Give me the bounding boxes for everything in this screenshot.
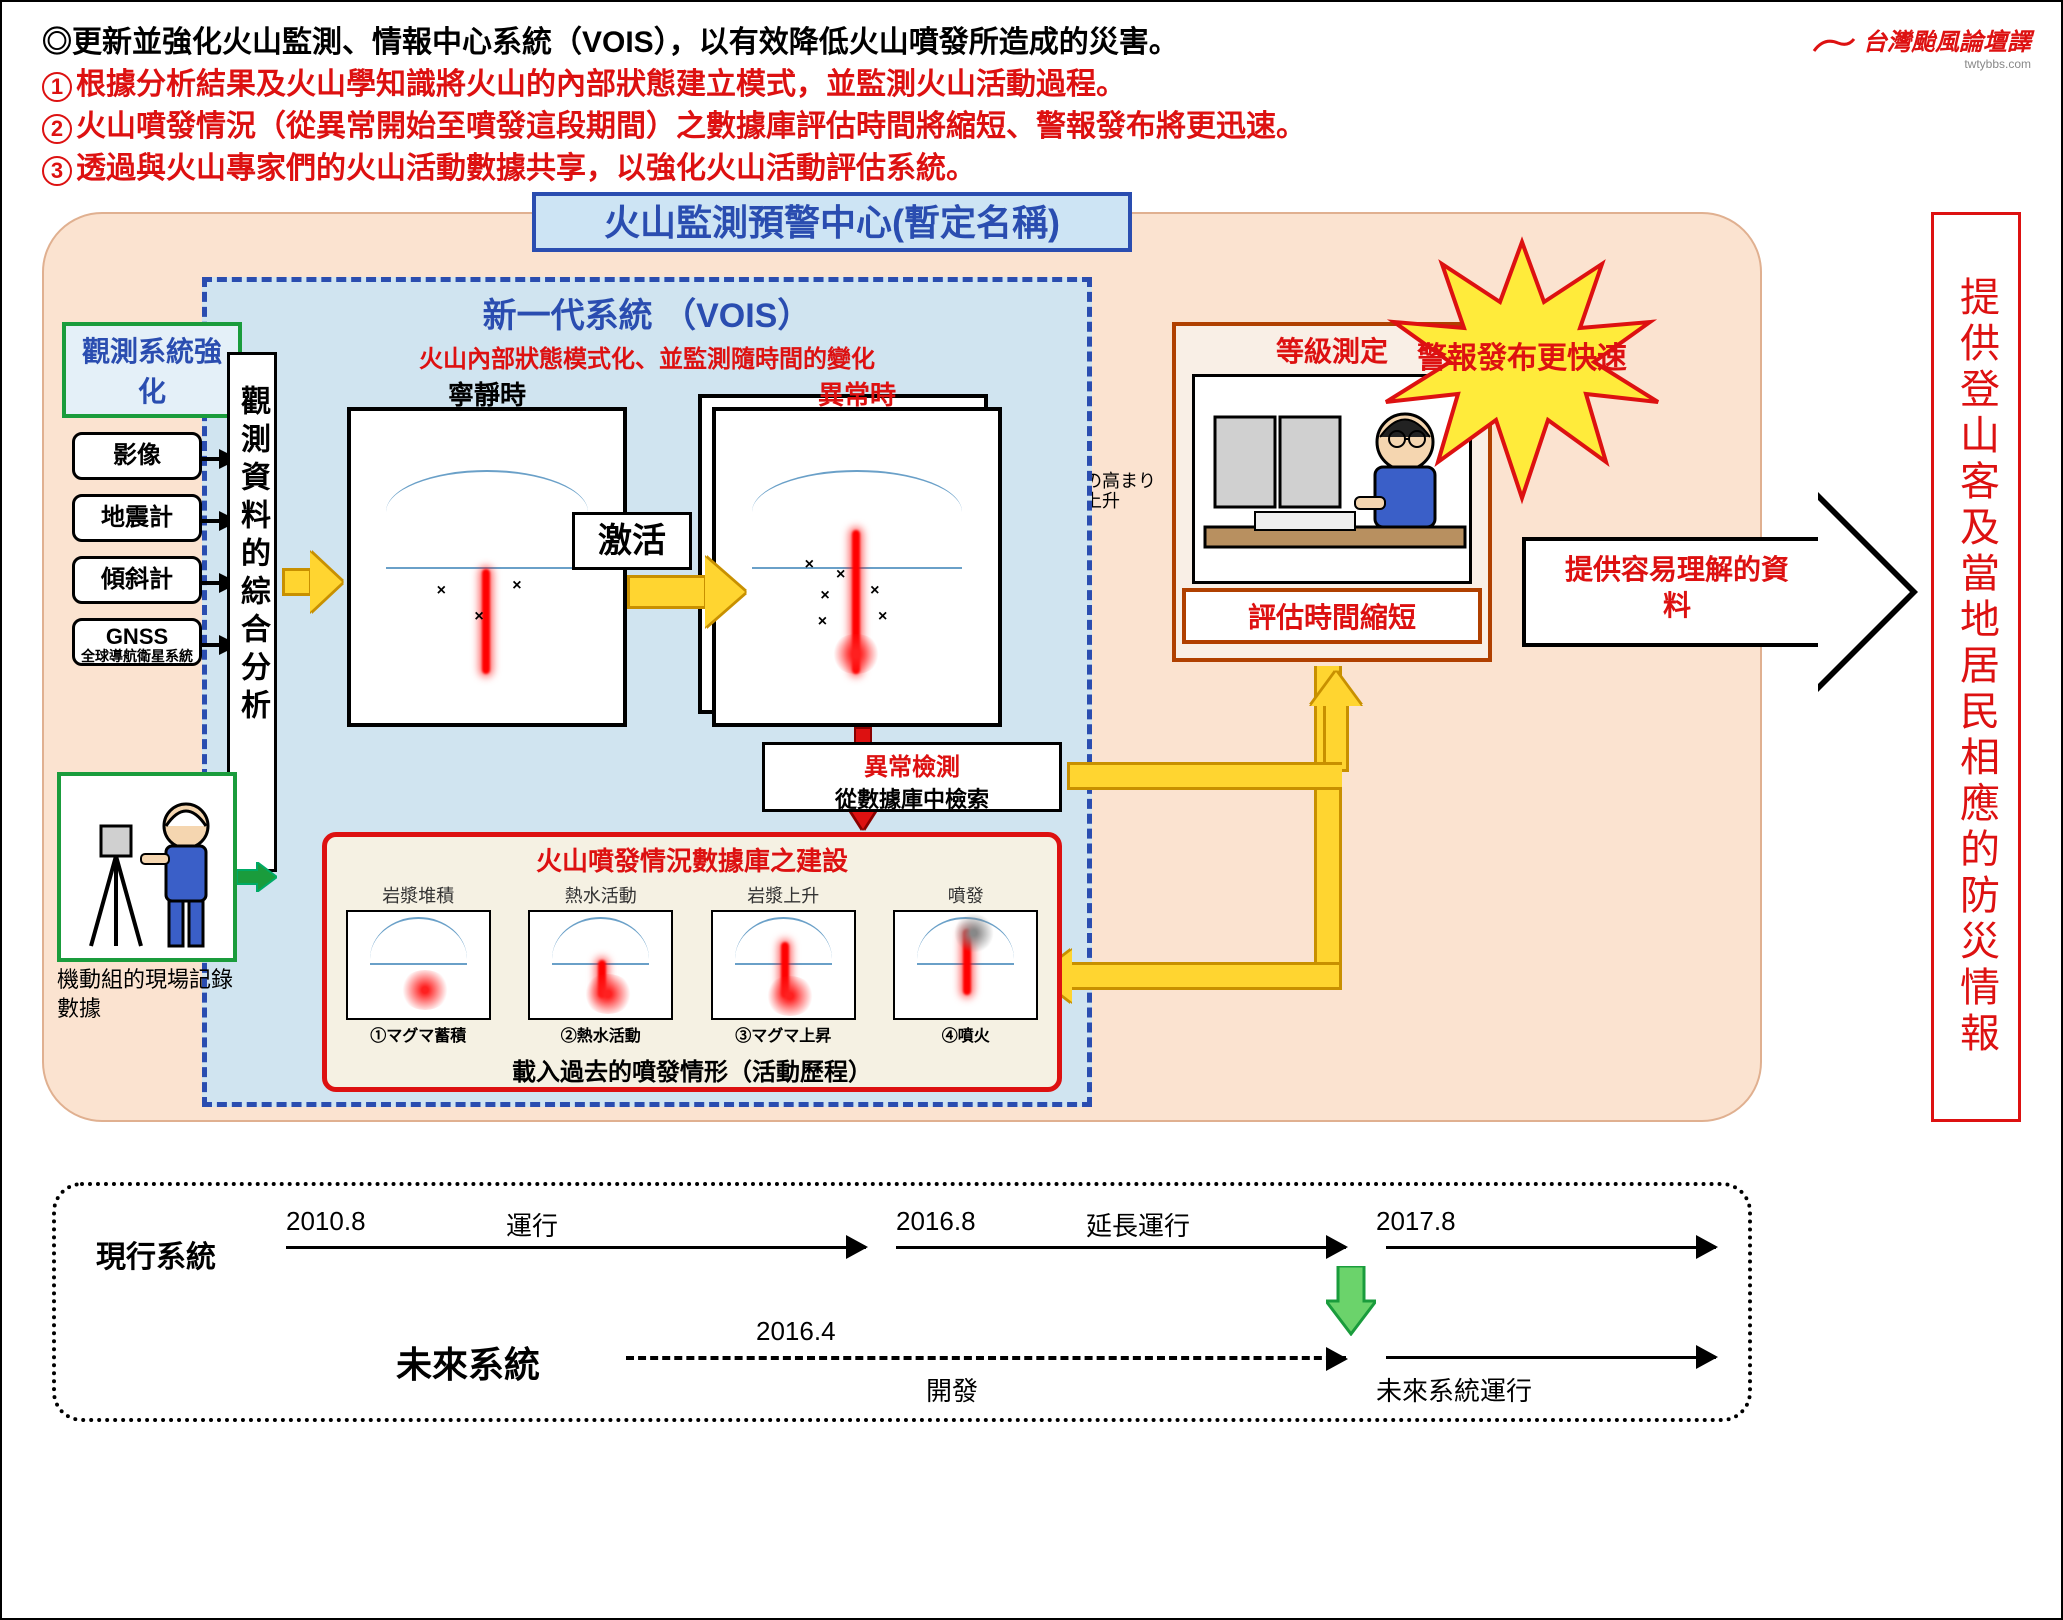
obs-item-gnss: GNSS 全球導航衛星系統 xyxy=(72,618,202,666)
header-block: ◎更新並強化火山監測、情報中心系統（VOIS），以有效降低火山噴發所造成的災害。… xyxy=(42,22,1642,190)
surveyor-block: 機動組的現場記錄數據 xyxy=(57,772,237,1023)
obs-item-tilt: 傾斜計 xyxy=(72,556,202,604)
obs-title: 觀測系統強化 xyxy=(62,322,242,418)
anomaly-detect-box: 異常檢測 從數據庫中檢索 xyxy=(762,742,1062,812)
starburst: 警報發布更快速 xyxy=(1382,232,1662,512)
tl-future-label: 未來系統 xyxy=(396,1336,540,1388)
source-logo: 台灣颱風論壇譯 twtybbs.com xyxy=(1812,22,2031,71)
header-p2: 2火山噴發情況（從異常開始至噴發這段期間）之數據庫評估時間將縮短、警報發布將更迅… xyxy=(42,106,1642,148)
db-item-2: 熱水活動 ②熱水活動 xyxy=(523,882,678,1046)
tl-arrow-1 xyxy=(286,1246,866,1249)
center-title: 火山監測預警中心(暫定名稱) xyxy=(532,192,1132,252)
timeline-panel: 現行系統 未來系統 2010.8 運行 2016.8 延長運行 2017.8 2… xyxy=(52,1182,1752,1422)
tl-current-label: 現行系統 xyxy=(96,1232,216,1276)
header-p1: 1根據分析結果及火山學知識將火山的內部狀態建立模式，並監測火山活動過程。 xyxy=(42,64,1642,106)
arrow-analysis-to-panel xyxy=(282,552,342,612)
vois-title: 新一代系統 （VOIS） xyxy=(207,288,1087,337)
arrow-anom-horiz xyxy=(1067,762,1342,790)
arrow-anomaly-to-operator xyxy=(1314,672,1358,772)
db-item-1: 岩漿堆積 ①マグマ蓄積 xyxy=(341,882,496,1046)
timeline-transition-arrow xyxy=(1326,1266,1376,1326)
output-info-box: 提供登山客及當地居民相應的防災情報 xyxy=(1931,212,2021,1122)
database-box: 火山噴發情況數據庫之建設 岩漿堆積 ①マグマ蓄積 熱水活動 ②熱水活動 岩漿上升… xyxy=(322,832,1062,1092)
header-p3: 3透過與火山專家們的火山活動數據共享，以強化火山活動評估系統。 xyxy=(42,148,1642,190)
tl-arrow-3 xyxy=(1386,1246,1716,1249)
tl-arrow-2 xyxy=(896,1246,1346,1249)
tl-arrow-4 xyxy=(1386,1356,1716,1359)
arrow-op-db-horiz xyxy=(1067,962,1342,990)
activate-label: 激活 xyxy=(572,512,692,570)
tl-dash-1 xyxy=(626,1356,1346,1360)
surveyor-caption: 機動組的現場記錄數據 xyxy=(57,966,237,1023)
observation-column: 觀測系統強化 影像 地震計 傾斜計 GNSS 全球導航衛星系統 xyxy=(62,322,242,680)
output-arrow: 提供容易理解的資料 xyxy=(1522,492,1922,692)
obs-item-image: 影像 xyxy=(72,432,202,480)
db-item-3: 岩漿上升 ③マグマ上昇 xyxy=(706,882,861,1046)
obs-item-seismo: 地震計 xyxy=(72,494,202,542)
surveyor-illustration xyxy=(57,772,237,962)
vois-subtitle: 火山內部狀態模式化、並監測隨時間的變化 xyxy=(207,339,1087,374)
arrow-surveyor xyxy=(237,862,277,892)
db-item-4: 噴發 ④噴火 xyxy=(888,882,1043,1046)
header-main: ◎更新並強化火山監測、情報中心系統（VOIS），以有效降低火山噴發所造成的災害。 xyxy=(42,22,1642,64)
